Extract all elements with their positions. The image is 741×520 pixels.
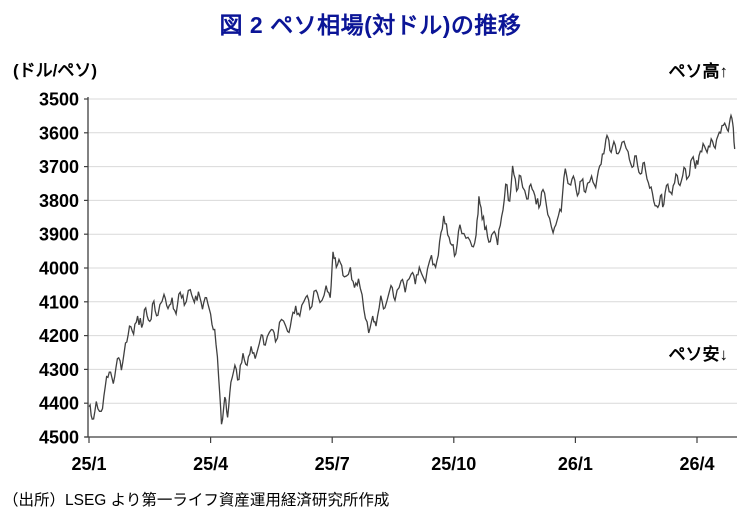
y-tick-label: 3700 (39, 157, 79, 177)
y-tick-label: 4300 (39, 360, 79, 380)
y-tick-label: 4400 (39, 394, 79, 414)
y-tick-label: 3600 (39, 123, 79, 143)
y-axis-unit-label: (ドル/ペソ) (13, 61, 98, 80)
figure-title: 図 2 ペソ相場(対ドル)の推移 (219, 12, 522, 38)
y-tick-label: 3900 (39, 225, 79, 245)
x-tick-label: 25/1 (71, 454, 106, 474)
y-tick-label: 3500 (39, 90, 79, 110)
x-tick-label: 25/7 (315, 454, 350, 474)
y-tick-label: 3800 (39, 191, 79, 211)
series-line-peso-rate (88, 113, 736, 425)
y-tick-label: 4100 (39, 292, 79, 312)
y-tick-label: 4500 (39, 428, 79, 448)
x-tick-label: 25/10 (431, 454, 476, 474)
y-tick-label: 4200 (39, 326, 79, 346)
source-note: （出所）LSEG より第一ライフ資産運用経済研究所作成 (3, 492, 390, 509)
y-tick-label: 4000 (39, 259, 79, 279)
x-tick-label: 26/1 (558, 454, 593, 474)
peso-high-annotation: ペソ高↑ (668, 62, 729, 81)
peso-low-annotation: ペソ安↓ (668, 345, 729, 364)
x-tick-label: 26/4 (679, 454, 714, 474)
x-tick-label: 25/4 (193, 454, 228, 474)
